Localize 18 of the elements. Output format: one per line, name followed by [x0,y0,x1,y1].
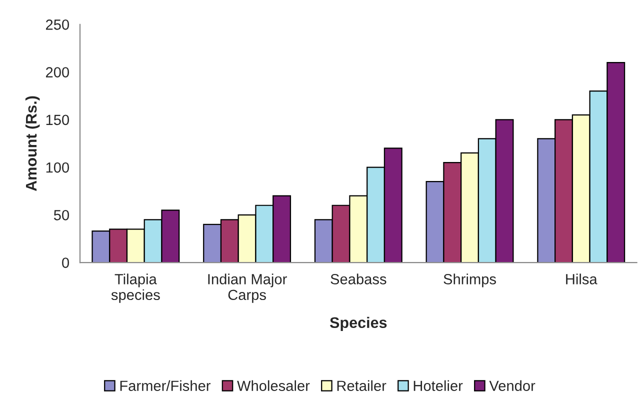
y-axis-title: Amount (Rs.) [25,96,40,192]
y-tick-label: 0 [62,258,70,268]
legend-label: Farmer/Fisher [120,380,211,391]
legend-label: Hotelier [414,380,463,391]
y-tick-label: 200 [46,67,70,78]
x-tick-label: Shrimps [444,274,496,288]
legend-label: Wholesaler [237,380,310,391]
y-tick-label: 50 [54,210,70,220]
y-tick-label: 150 [46,114,70,126]
x-tick-label: Hilsa [566,274,598,284]
x-axis-title: Species [330,316,387,332]
x-tick-label: Tilapia species [111,274,160,303]
legend-label: Vendor [489,380,536,391]
y-tick-label: 100 [46,162,70,173]
y-tick-label: 250 [46,20,70,30]
x-tick-label: Seabass [330,274,386,284]
x-tick-label: Indian Major Carps [208,274,287,303]
legend-label: Retailer [337,380,386,391]
